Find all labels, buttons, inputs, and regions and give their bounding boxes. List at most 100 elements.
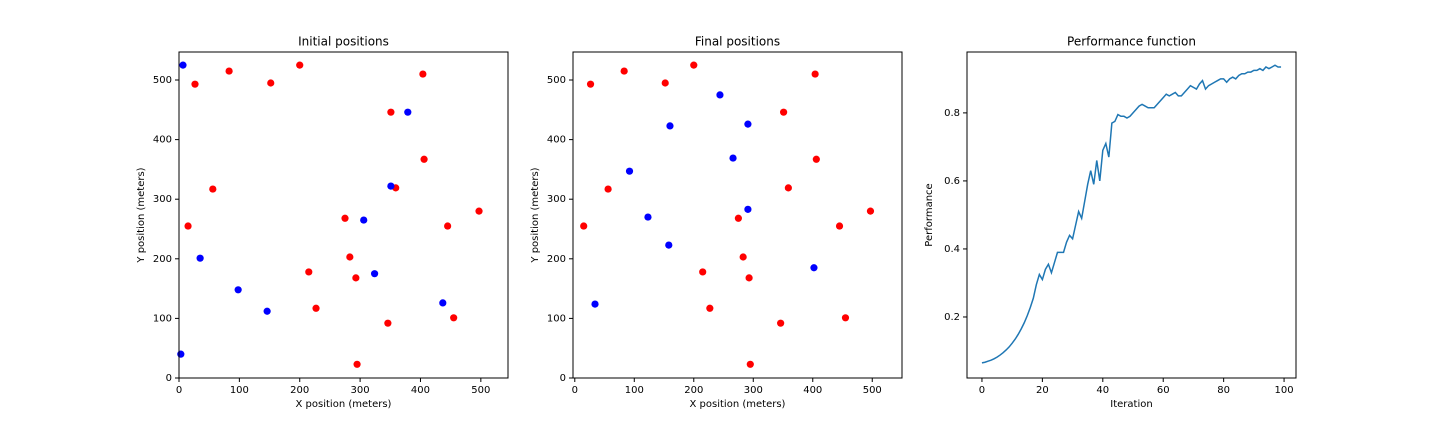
point	[810, 264, 818, 272]
point	[209, 185, 217, 193]
y-tick-label: 100	[547, 313, 566, 324]
point	[745, 274, 753, 282]
x-tick-label: 500	[471, 385, 490, 396]
x-tick-label: 200	[290, 385, 309, 396]
point	[184, 222, 192, 230]
y-tick-label: 500	[547, 75, 566, 86]
point	[777, 319, 785, 327]
point	[177, 350, 185, 358]
point	[353, 360, 361, 368]
point	[419, 70, 427, 78]
point	[305, 268, 313, 276]
point	[234, 286, 242, 294]
y-tick-label: 0	[166, 373, 172, 384]
y-tick-label: 500	[153, 75, 172, 86]
point	[225, 67, 233, 75]
x-tick-label: 0	[176, 385, 182, 396]
y-tick-label: 100	[153, 313, 172, 324]
point	[706, 304, 714, 312]
point	[835, 222, 844, 230]
point	[267, 79, 275, 87]
x-tick-label: 0	[979, 385, 985, 396]
performance-line	[981, 64, 1282, 364]
x-tick-label: 400	[803, 385, 822, 396]
point	[387, 108, 395, 116]
x-tick-label: 80	[1217, 385, 1230, 396]
chart-title: Performance function	[1067, 35, 1196, 49]
point	[734, 214, 742, 222]
y-tick-label: 400	[547, 135, 566, 146]
point	[475, 207, 483, 215]
chart-title: Final positions	[695, 35, 780, 49]
point	[296, 61, 304, 69]
point	[263, 307, 271, 315]
point	[591, 300, 599, 308]
x-tick-label: 300	[351, 385, 370, 396]
point	[739, 253, 747, 261]
point	[729, 154, 737, 162]
point	[666, 122, 674, 130]
point	[866, 207, 875, 215]
x-tick-label: 20	[1036, 385, 1049, 396]
point	[360, 216, 368, 224]
point	[420, 155, 428, 163]
point	[644, 213, 652, 221]
y-tick-label: 300	[153, 194, 172, 205]
x-tick-label: 40	[1096, 385, 1109, 396]
x-tick-label: 0	[572, 385, 578, 396]
axes-frame	[572, 51, 903, 379]
point	[625, 167, 634, 175]
point	[620, 67, 628, 75]
x-axis-label: X position (meters)	[296, 399, 392, 410]
y-tick-label: 0.4	[944, 244, 960, 255]
y-tick-label: 200	[153, 254, 172, 265]
point	[780, 108, 788, 116]
y-tick-label: 0	[560, 373, 566, 384]
point	[444, 222, 452, 230]
y-tick-label: 0.8	[944, 108, 960, 119]
point	[699, 268, 707, 276]
point	[744, 120, 752, 128]
point	[387, 182, 395, 190]
y-tick-label: 300	[547, 194, 566, 205]
x-tick-label: 100	[1275, 385, 1294, 396]
axes-frame	[966, 51, 1297, 379]
point	[604, 185, 612, 193]
y-axis-label: Performance	[924, 183, 935, 246]
point	[744, 205, 752, 213]
point	[439, 299, 447, 307]
point	[196, 254, 204, 262]
x-tick-label: 60	[1157, 385, 1170, 396]
x-tick-label: 400	[411, 385, 430, 396]
y-tick-label: 400	[153, 135, 172, 146]
point	[404, 108, 412, 116]
point	[716, 91, 724, 99]
point	[811, 70, 819, 78]
point	[665, 241, 673, 249]
axes-frame	[178, 51, 509, 379]
point	[384, 319, 392, 327]
point	[312, 304, 320, 312]
y-tick-label: 0.6	[944, 176, 960, 187]
y-axis-label: Y position (meters)	[530, 167, 541, 263]
point	[341, 214, 349, 222]
point	[661, 79, 669, 87]
x-tick-label: 500	[863, 385, 882, 396]
point	[191, 80, 199, 88]
point	[352, 274, 360, 282]
point	[841, 314, 850, 322]
y-axis-label: Y position (meters)	[136, 167, 147, 263]
x-tick-label: 100	[625, 385, 644, 396]
point	[690, 61, 698, 69]
point	[812, 155, 820, 163]
x-tick-label: 100	[230, 385, 249, 396]
point	[586, 80, 595, 88]
x-axis-label: Iteration	[1110, 399, 1152, 410]
point	[370, 270, 379, 278]
point	[784, 184, 792, 192]
point	[450, 314, 458, 322]
y-tick-label: 200	[547, 254, 566, 265]
x-tick-label: 300	[744, 385, 763, 396]
chart-title: Initial positions	[298, 35, 389, 49]
